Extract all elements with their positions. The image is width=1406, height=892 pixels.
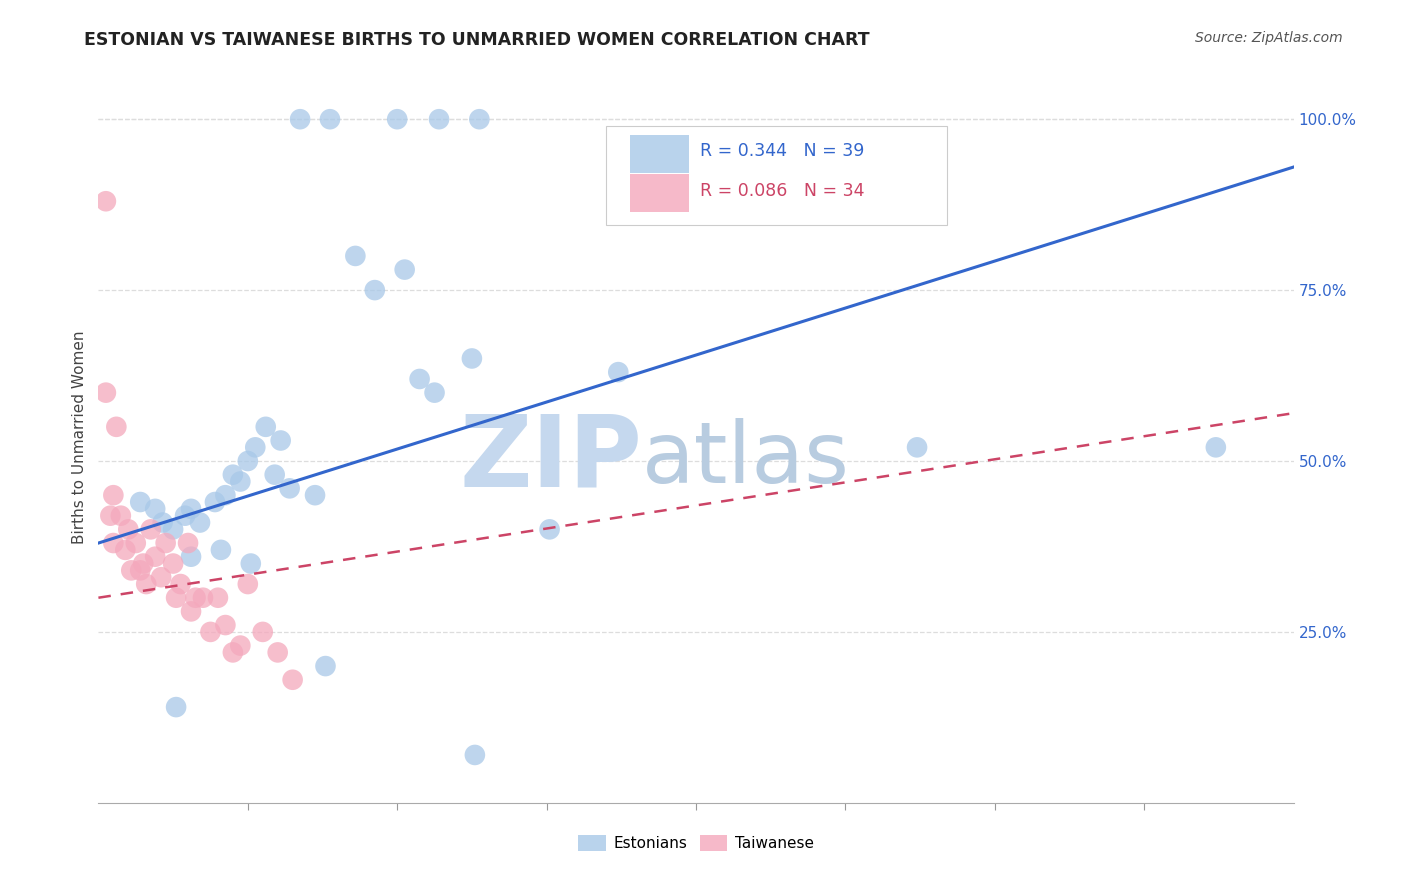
Text: atlas: atlas	[643, 417, 851, 500]
Y-axis label: Births to Unmarried Women: Births to Unmarried Women	[72, 330, 87, 544]
Point	[607, 365, 630, 379]
Point	[162, 557, 184, 571]
Point	[191, 591, 214, 605]
FancyBboxPatch shape	[630, 174, 689, 212]
Point	[408, 372, 430, 386]
Point	[103, 536, 125, 550]
Text: ZIP: ZIP	[460, 410, 643, 508]
Point	[229, 639, 252, 653]
Point	[1205, 440, 1227, 454]
Point	[165, 700, 187, 714]
Point	[278, 481, 301, 495]
Point	[114, 542, 136, 557]
Text: Source: ZipAtlas.com: Source: ZipAtlas.com	[1195, 31, 1343, 45]
Point	[129, 563, 152, 577]
Point	[394, 262, 416, 277]
Point	[180, 501, 202, 516]
Point	[385, 112, 409, 127]
Point	[245, 440, 267, 454]
Point	[135, 577, 157, 591]
Point	[94, 194, 117, 209]
Point	[184, 591, 207, 605]
Point	[188, 516, 211, 530]
Point	[236, 454, 259, 468]
Point	[214, 618, 236, 632]
Point	[200, 624, 222, 639]
Point	[165, 591, 187, 605]
Point	[125, 536, 148, 550]
Point	[207, 591, 229, 605]
Point	[427, 112, 450, 127]
Point	[132, 557, 155, 571]
Point	[214, 488, 236, 502]
Point	[155, 536, 177, 550]
Point	[423, 385, 446, 400]
Point	[129, 495, 152, 509]
Point	[162, 522, 184, 536]
Text: R = 0.344   N = 39: R = 0.344 N = 39	[700, 142, 863, 161]
Point	[304, 488, 326, 502]
Point	[315, 659, 337, 673]
Text: ESTONIAN VS TAIWANESE BIRTHS TO UNMARRIED WOMEN CORRELATION CHART: ESTONIAN VS TAIWANESE BIRTHS TO UNMARRIE…	[84, 31, 870, 49]
Point	[169, 577, 191, 591]
Point	[364, 283, 387, 297]
Point	[120, 563, 142, 577]
Point	[252, 624, 274, 639]
Point	[281, 673, 304, 687]
Point	[143, 501, 166, 516]
Point	[174, 508, 197, 523]
Point	[905, 440, 928, 454]
Point	[117, 522, 139, 536]
Point	[105, 420, 128, 434]
Point	[464, 747, 486, 762]
Point	[110, 508, 132, 523]
Point	[152, 516, 174, 530]
Point	[263, 467, 285, 482]
Point	[180, 549, 202, 564]
Point	[209, 542, 232, 557]
Text: R = 0.086   N = 34: R = 0.086 N = 34	[700, 182, 865, 200]
Point	[239, 557, 262, 571]
FancyBboxPatch shape	[630, 135, 689, 173]
Point	[229, 475, 252, 489]
Point	[98, 508, 122, 523]
Point	[468, 112, 491, 127]
Point	[461, 351, 484, 366]
FancyBboxPatch shape	[606, 126, 948, 225]
Point	[344, 249, 367, 263]
Legend: Estonians, Taiwanese: Estonians, Taiwanese	[572, 830, 820, 857]
Point	[222, 645, 245, 659]
Point	[270, 434, 292, 448]
Point	[222, 467, 245, 482]
Point	[254, 420, 277, 434]
Point	[177, 536, 200, 550]
Point	[538, 522, 561, 536]
Point	[267, 645, 290, 659]
Point	[143, 549, 166, 564]
Point	[139, 522, 162, 536]
Point	[150, 570, 173, 584]
Point	[94, 385, 117, 400]
Point	[103, 488, 125, 502]
Point	[180, 604, 202, 618]
Point	[319, 112, 342, 127]
Point	[204, 495, 226, 509]
Point	[288, 112, 311, 127]
Point	[236, 577, 259, 591]
